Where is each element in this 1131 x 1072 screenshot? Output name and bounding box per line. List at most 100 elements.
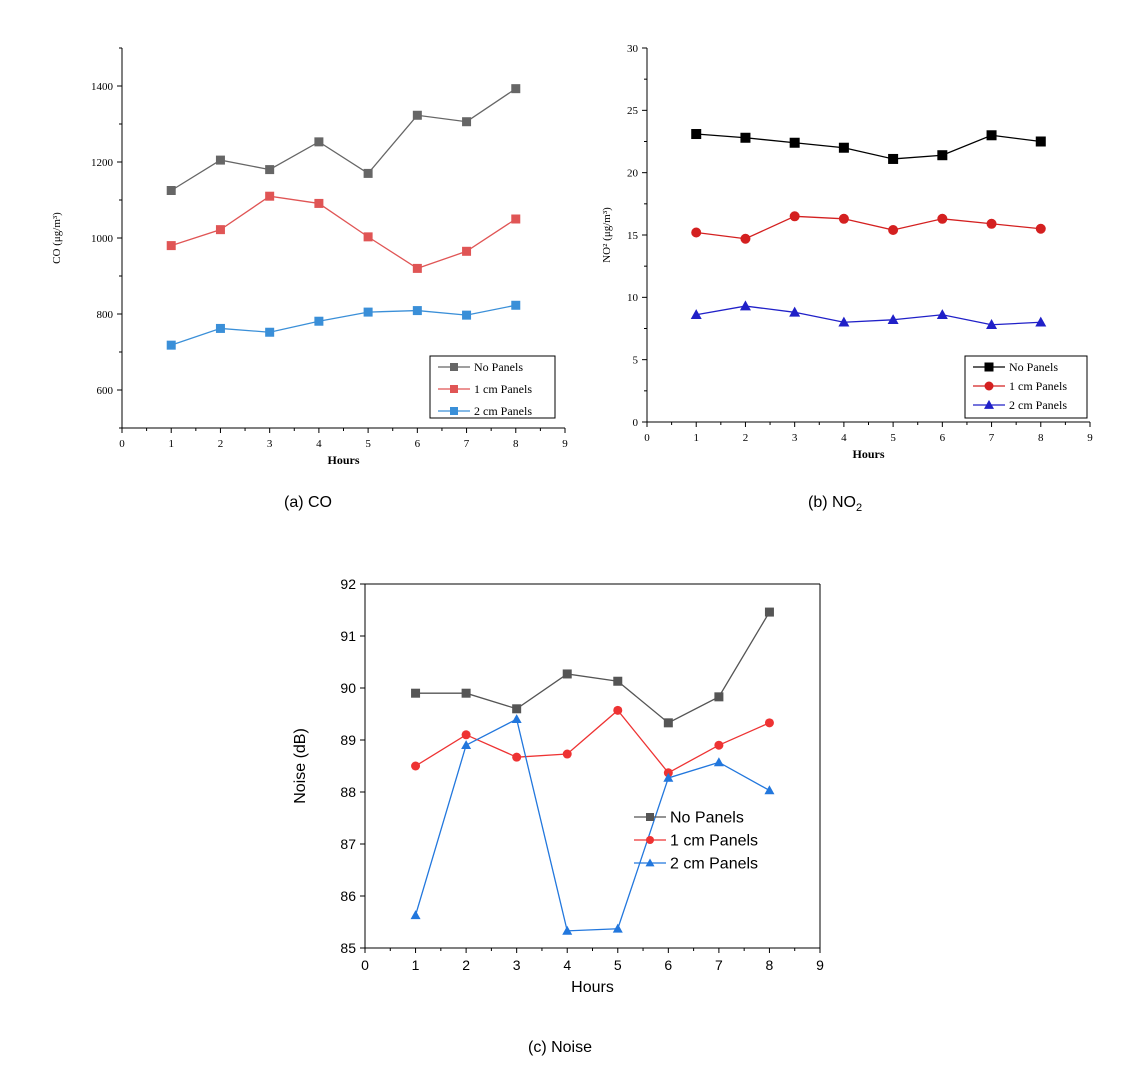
- no2-y-tick-label: 5: [633, 355, 639, 367]
- co-data-point: [462, 117, 472, 127]
- co-x-tick-label: 7: [464, 438, 470, 450]
- no2-data-point: [1035, 223, 1046, 234]
- co-data-point: [412, 306, 422, 316]
- noise-y-tick-label: 85: [340, 940, 356, 956]
- noise-x-tick-label: 6: [664, 957, 672, 973]
- noise-data-point: [764, 607, 774, 617]
- no2-data-point: [1035, 316, 1047, 327]
- no2-data-point: [986, 319, 998, 330]
- co-legend-label: 2 cm Panels: [474, 404, 532, 418]
- co-data-point: [363, 307, 373, 317]
- noise-data-point: [613, 705, 623, 715]
- co-caption: (a) CO: [284, 494, 332, 511]
- noise-x-axis-label: Hours: [571, 979, 614, 996]
- no2-series-line: [696, 215, 1041, 240]
- co-data-point: [166, 186, 176, 195]
- no2-y-tick-label: 30: [627, 43, 639, 55]
- no2-series-line: [696, 133, 1041, 160]
- noise-y-tick-label: 92: [340, 576, 356, 592]
- no2-y-tick-label: 15: [627, 230, 639, 242]
- co-data-point: [215, 323, 225, 333]
- noise-y-axis-label: Noise (dB): [292, 728, 309, 804]
- no2-data-point: [838, 213, 849, 224]
- no2-series-3: [690, 300, 1047, 330]
- co-data-point: [265, 191, 275, 201]
- co-data-point: [511, 84, 521, 94]
- no2-legend: No Panels 1 cm Panels 2 cm Panels: [964, 355, 1088, 419]
- noise-x-tick-label: 0: [361, 957, 369, 973]
- no2-data-point: [937, 213, 948, 224]
- co-data-point: [314, 198, 324, 208]
- noise-legend-label: 1 cm Panels: [670, 833, 758, 850]
- noise-y-tick-label: 89: [340, 732, 356, 748]
- noise-x-tick-label: 5: [614, 957, 622, 973]
- noise-series-1: [411, 607, 774, 728]
- co-x-tick-label: 9: [562, 438, 568, 450]
- co-data-point: [412, 263, 422, 273]
- noise-data-point: [663, 772, 674, 782]
- noise-legend-label: No Panels: [670, 810, 744, 827]
- noise-y-tick-label: 87: [340, 836, 356, 852]
- no2-y-tick-label: 25: [627, 105, 639, 117]
- co-y-tick-label: 1200: [91, 157, 114, 169]
- noise-data-point: [411, 688, 421, 698]
- noise-data-point: [562, 669, 572, 679]
- co-x-tick-label: 3: [267, 438, 273, 450]
- co-legend-marker: [450, 385, 458, 393]
- co-chart-panel: 0 1 2 3 4 5 6 7 8 9 600 800 1000 1200 1400 Hours CO (μg/…: [40, 30, 580, 510]
- co-series-3: [166, 300, 521, 350]
- co-data-point: [412, 110, 422, 120]
- noise-data-point: [562, 749, 572, 759]
- noise-data-point: [714, 692, 724, 702]
- no2-y-tick-label: 10: [627, 292, 639, 304]
- noise-y-tick-label: 88: [340, 784, 356, 800]
- no2-legend-label: No Panels: [1009, 360, 1058, 374]
- no2-data-point: [937, 150, 948, 161]
- noise-chart-panel: 0 1 2 3 4 5 6 7 8 9 85 86 87 88 89 90 91 92 Hours Noise (dB…: [270, 570, 870, 1040]
- noise-data-point: [714, 740, 724, 750]
- no2-y-tick-label: 0: [633, 417, 639, 429]
- no2-caption-text: (b) NO: [808, 494, 856, 511]
- co-x-tick-label: 5: [365, 438, 371, 450]
- noise-legend-marker: [646, 836, 654, 844]
- noise-caption: (c) Noise: [528, 1039, 593, 1056]
- noise-x-tick-label: 1: [412, 957, 420, 973]
- no2-data-point: [789, 137, 800, 148]
- co-y-axis-label: CO (μg/m³): [51, 212, 63, 264]
- co-legend-marker: [450, 407, 458, 415]
- co-data-point: [511, 300, 521, 310]
- no2-data-point: [691, 227, 702, 238]
- noise-data-point: [613, 676, 623, 686]
- noise-data-point: [764, 785, 775, 795]
- no2-legend-label: 2 cm Panels: [1009, 398, 1067, 412]
- co-y-tick-label: 1000: [91, 233, 114, 245]
- noise-data-point: [612, 923, 623, 933]
- co-data-point: [166, 340, 176, 350]
- noise-data-point: [511, 714, 522, 724]
- co-data-point: [363, 168, 373, 178]
- no2-data-point: [740, 233, 751, 244]
- co-legend: No Panels 1 cm Panels 2 cm Panels: [429, 355, 556, 419]
- noise-series-line: [414, 718, 770, 932]
- noise-legend-marker: [645, 858, 655, 867]
- noise-series-3: [410, 714, 775, 935]
- no2-legend-marker: [984, 362, 994, 372]
- co-legend-marker: [450, 363, 458, 371]
- no2-data-point: [690, 309, 702, 320]
- co-series-line: [170, 88, 517, 192]
- no2-data-point: [838, 316, 850, 327]
- noise-legend-label: 2 cm Panels: [670, 856, 758, 873]
- co-series-line: [171, 304, 516, 346]
- noise-x-tick-label: 3: [513, 957, 521, 973]
- noise-data-point: [411, 761, 421, 771]
- noise-series-2: [411, 705, 774, 778]
- no2-data-point: [936, 309, 948, 320]
- co-data-point: [314, 316, 324, 326]
- no2-series-line: [696, 305, 1041, 326]
- noise-x-tick-label: 2: [462, 957, 470, 973]
- co-x-tick-label: 6: [415, 438, 421, 450]
- no2-chart: 0 1 2 3 4 5 6 7 8 9 0 5 10 15 20 25 30 Hours NO² (μg/m³) No…: [601, 43, 1093, 461]
- no2-y-axis-label: NO² (μg/m³): [601, 207, 613, 263]
- no2-series-1: [691, 129, 1046, 164]
